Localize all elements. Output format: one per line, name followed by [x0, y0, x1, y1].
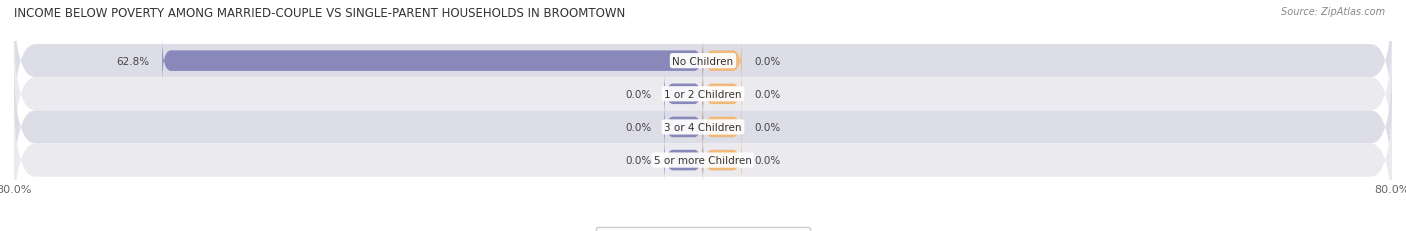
Text: 0.0%: 0.0%: [626, 155, 651, 165]
FancyBboxPatch shape: [664, 105, 703, 150]
Text: 1 or 2 Children: 1 or 2 Children: [664, 89, 742, 99]
Text: 3 or 4 Children: 3 or 4 Children: [664, 122, 742, 132]
FancyBboxPatch shape: [14, 61, 1392, 193]
Text: 5 or more Children: 5 or more Children: [654, 155, 752, 165]
Text: 0.0%: 0.0%: [755, 89, 780, 99]
Text: No Children: No Children: [672, 56, 734, 66]
Text: 0.0%: 0.0%: [626, 89, 651, 99]
Text: 0.0%: 0.0%: [755, 122, 780, 132]
Text: 0.0%: 0.0%: [755, 155, 780, 165]
FancyBboxPatch shape: [14, 94, 1392, 226]
Text: 62.8%: 62.8%: [117, 56, 149, 66]
FancyBboxPatch shape: [14, 28, 1392, 160]
FancyBboxPatch shape: [703, 39, 742, 84]
Text: 0.0%: 0.0%: [626, 122, 651, 132]
FancyBboxPatch shape: [14, 0, 1392, 127]
FancyBboxPatch shape: [703, 138, 742, 183]
FancyBboxPatch shape: [162, 39, 703, 84]
FancyBboxPatch shape: [703, 72, 742, 117]
Text: 0.0%: 0.0%: [755, 56, 780, 66]
FancyBboxPatch shape: [664, 138, 703, 183]
Text: INCOME BELOW POVERTY AMONG MARRIED-COUPLE VS SINGLE-PARENT HOUSEHOLDS IN BROOMTO: INCOME BELOW POVERTY AMONG MARRIED-COUPL…: [14, 7, 626, 20]
FancyBboxPatch shape: [664, 72, 703, 117]
Legend: Married Couples, Single Parents: Married Couples, Single Parents: [596, 227, 810, 231]
FancyBboxPatch shape: [703, 105, 742, 150]
Text: Source: ZipAtlas.com: Source: ZipAtlas.com: [1281, 7, 1385, 17]
